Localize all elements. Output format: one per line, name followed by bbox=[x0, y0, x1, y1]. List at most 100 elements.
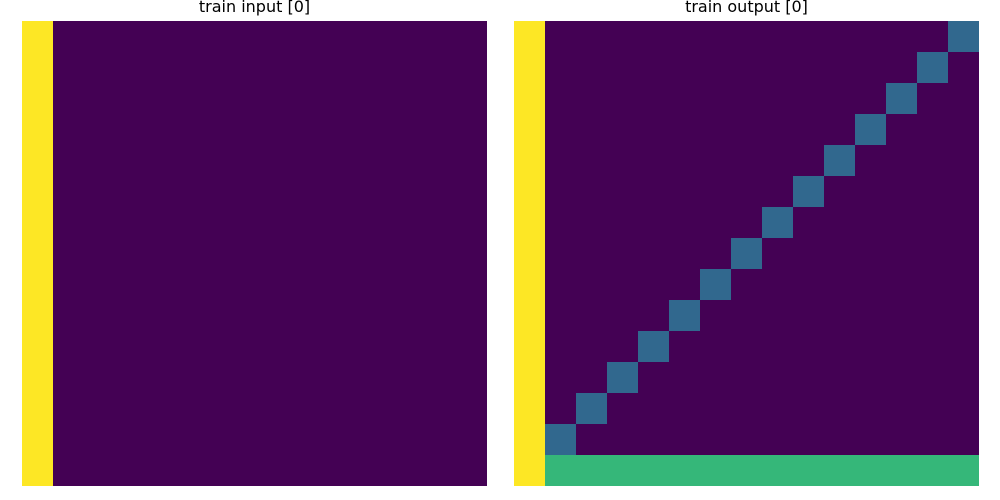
grid-cell bbox=[394, 238, 425, 269]
grid-cell bbox=[638, 269, 669, 300]
grid-cell bbox=[669, 269, 700, 300]
grid-cell bbox=[177, 424, 208, 455]
grid-cell bbox=[700, 83, 731, 114]
grid-cell bbox=[576, 21, 607, 52]
grid-cell bbox=[363, 393, 394, 424]
grid-cell bbox=[917, 269, 948, 300]
grid-cell bbox=[731, 269, 762, 300]
grid-cell bbox=[425, 176, 456, 207]
grid-cell bbox=[886, 362, 917, 393]
grid-cell bbox=[731, 145, 762, 176]
grid-cell bbox=[855, 207, 886, 238]
grid-cell bbox=[855, 362, 886, 393]
grid-cell bbox=[917, 145, 948, 176]
grid-cell bbox=[514, 176, 545, 207]
grid-cell bbox=[576, 145, 607, 176]
grid-cell bbox=[332, 300, 363, 331]
grid-cell bbox=[917, 424, 948, 455]
grid-cell bbox=[855, 455, 886, 486]
grid-cell bbox=[948, 424, 979, 455]
grid-cell bbox=[332, 145, 363, 176]
grid-cell bbox=[824, 207, 855, 238]
grid-cell bbox=[731, 331, 762, 362]
grid-cell bbox=[146, 145, 177, 176]
grid-cell bbox=[208, 207, 239, 238]
grid-cell bbox=[84, 114, 115, 145]
grid-cell bbox=[886, 424, 917, 455]
grid-cell bbox=[53, 207, 84, 238]
grid-cell bbox=[762, 269, 793, 300]
grid-cell bbox=[886, 83, 917, 114]
grid-cell bbox=[700, 238, 731, 269]
grid-cell bbox=[394, 362, 425, 393]
grid-cell bbox=[576, 362, 607, 393]
grid-cell bbox=[363, 145, 394, 176]
grid-cell bbox=[425, 83, 456, 114]
grid-cell bbox=[22, 331, 53, 362]
grid-cell bbox=[270, 21, 301, 52]
grid-cell bbox=[301, 393, 332, 424]
grid-cell bbox=[270, 114, 301, 145]
grid-cell bbox=[886, 21, 917, 52]
grid-cell bbox=[456, 331, 487, 362]
grid-cell bbox=[731, 52, 762, 83]
grid-cell bbox=[576, 238, 607, 269]
grid-cell bbox=[793, 52, 824, 83]
grid-cell bbox=[363, 176, 394, 207]
grid-cell bbox=[762, 21, 793, 52]
grid-cell bbox=[762, 300, 793, 331]
grid-cell bbox=[270, 331, 301, 362]
grid-cell bbox=[208, 21, 239, 52]
grid-cell bbox=[917, 21, 948, 52]
grid-cell bbox=[917, 207, 948, 238]
grid-cell bbox=[239, 83, 270, 114]
grid-cell bbox=[886, 269, 917, 300]
grid-cell bbox=[638, 52, 669, 83]
grid-cell bbox=[363, 455, 394, 486]
grid-cell bbox=[638, 331, 669, 362]
grid-cell bbox=[363, 424, 394, 455]
grid-cell bbox=[425, 362, 456, 393]
grid-cell bbox=[700, 424, 731, 455]
grid-cell bbox=[762, 114, 793, 145]
grid-cell bbox=[146, 176, 177, 207]
grid-cell bbox=[84, 269, 115, 300]
grid-cell bbox=[177, 21, 208, 52]
grid-cell bbox=[700, 145, 731, 176]
grid-cell bbox=[22, 207, 53, 238]
grid-cell bbox=[425, 145, 456, 176]
grid-cell bbox=[638, 393, 669, 424]
grid-cell bbox=[948, 393, 979, 424]
grid-cell bbox=[22, 362, 53, 393]
grid-cell bbox=[731, 300, 762, 331]
grid-cell bbox=[514, 114, 545, 145]
grid-cell bbox=[146, 424, 177, 455]
grid-cell bbox=[700, 176, 731, 207]
grid-cell bbox=[731, 362, 762, 393]
grid-cell bbox=[514, 21, 545, 52]
grid-cell bbox=[301, 52, 332, 83]
grid-cell bbox=[270, 145, 301, 176]
grid-cell bbox=[700, 269, 731, 300]
grid-cell bbox=[917, 455, 948, 486]
grid-cell bbox=[762, 455, 793, 486]
grid-cell bbox=[545, 21, 576, 52]
grid-cell bbox=[115, 52, 146, 83]
grid-cell bbox=[607, 207, 638, 238]
grid-cell bbox=[545, 238, 576, 269]
grid-cell bbox=[669, 83, 700, 114]
grid-cell bbox=[363, 83, 394, 114]
grid-cell bbox=[332, 238, 363, 269]
grid-cell bbox=[363, 362, 394, 393]
grid-cell bbox=[53, 21, 84, 52]
grid-cell bbox=[425, 269, 456, 300]
grid-cell bbox=[84, 300, 115, 331]
grid-cell bbox=[394, 52, 425, 83]
grid-cell bbox=[607, 145, 638, 176]
grid-cell bbox=[514, 331, 545, 362]
grid-cell bbox=[824, 331, 855, 362]
grid-cell bbox=[607, 114, 638, 145]
grid-cell bbox=[638, 83, 669, 114]
grid-cell bbox=[115, 238, 146, 269]
grid-cell bbox=[301, 21, 332, 52]
